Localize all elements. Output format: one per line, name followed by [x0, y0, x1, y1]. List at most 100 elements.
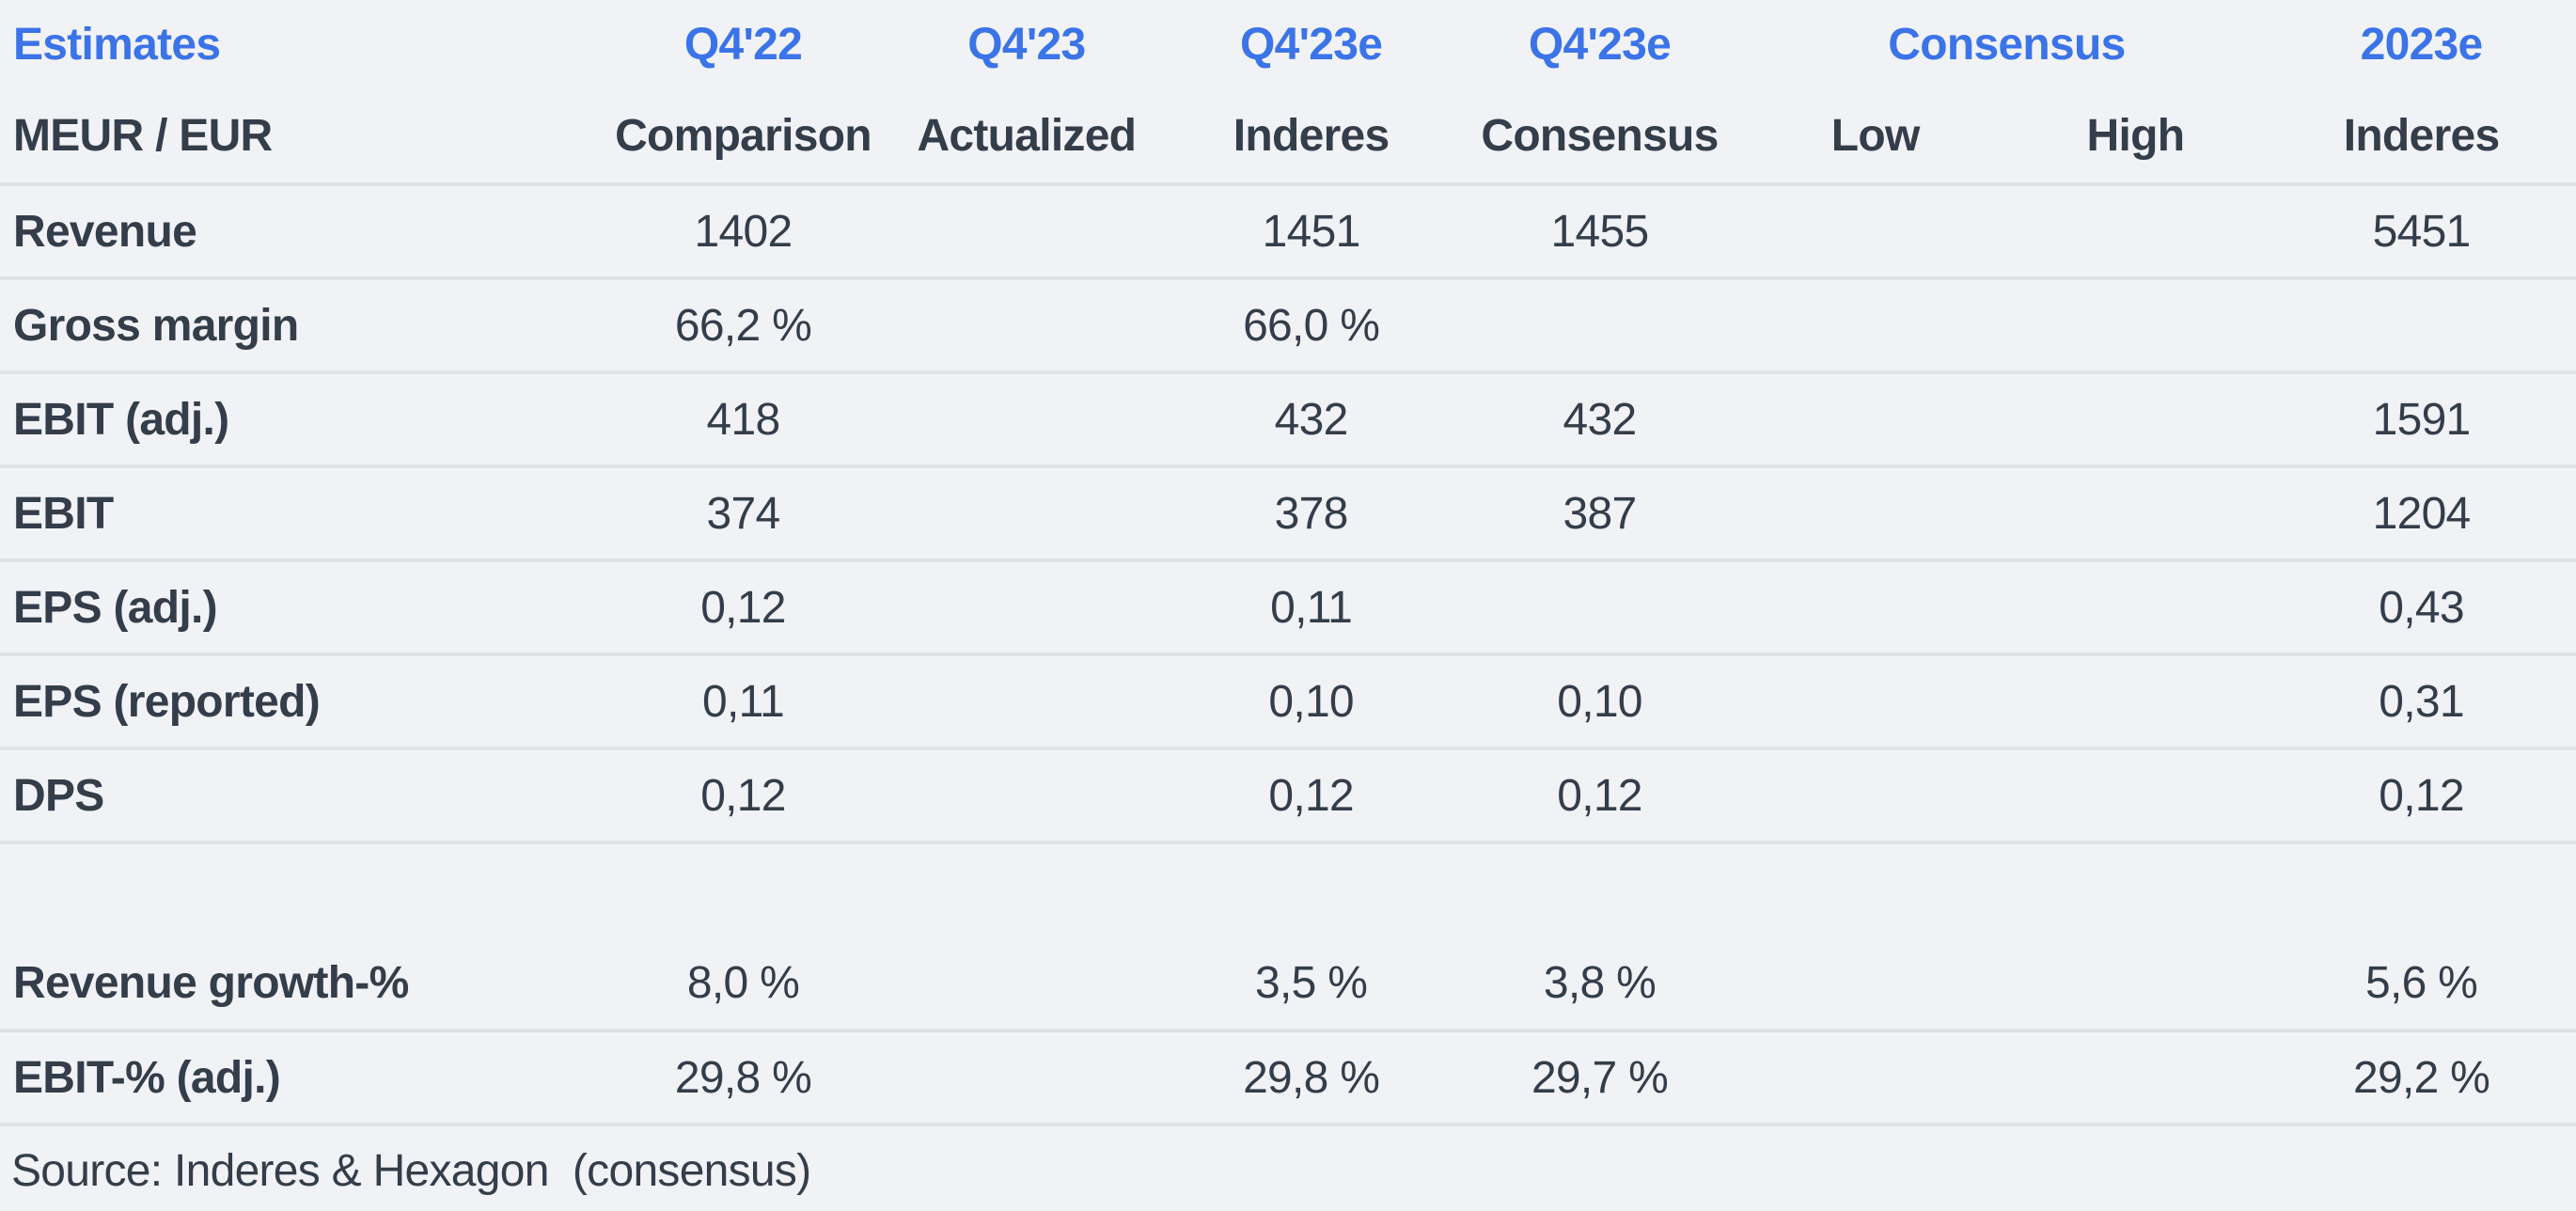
metric-value: 387: [1453, 466, 1747, 562]
metric-value: 432: [1453, 372, 1747, 468]
metric-value: [2003, 372, 2268, 468]
metric-value: 1455: [1453, 184, 1747, 280]
metric-label: EPS (adj.): [0, 560, 604, 656]
spacer-row: [0, 842, 2576, 936]
metric-value: 0,12: [1453, 748, 1747, 844]
table-row-revenue: Revenue 1402 1451 1455 5451: [0, 184, 2576, 280]
metric-value: [883, 372, 1170, 468]
metric-value: 8,0 %: [603, 936, 884, 1032]
metric-value: 1402: [603, 184, 884, 280]
metric-value: [2003, 1030, 2268, 1126]
header-consensus: Consensus: [1453, 89, 1747, 186]
metric-value: [883, 654, 1170, 750]
metric-label: Revenue: [0, 184, 604, 280]
metric-value: [1746, 560, 2004, 656]
table-row-eps-reported: EPS (reported) 0,11 0,10 0,10 0,31: [0, 654, 2576, 750]
metric-label: EBIT (adj.): [0, 372, 604, 468]
metric-value: 0,12: [1169, 748, 1453, 844]
metric-value: 1591: [2267, 372, 2576, 468]
metric-value: [2003, 278, 2268, 374]
header-high: High: [2003, 89, 2268, 186]
metric-value: [883, 278, 1170, 374]
header-q4-23: Q4'23: [967, 20, 1086, 70]
metric-value: 29,8 %: [603, 1030, 884, 1126]
metric-value: [1746, 1030, 2004, 1126]
metric-value: [883, 1030, 1170, 1126]
header-estimates: Estimates: [13, 20, 221, 70]
header-inderes-2023: Inderes: [2267, 89, 2576, 186]
metric-label: DPS: [0, 748, 604, 844]
metric-value: [1746, 278, 2004, 374]
header-2023e: 2023e: [2360, 20, 2484, 70]
metric-value: 0,12: [2267, 748, 2576, 844]
header-inderes: Inderes: [1169, 89, 1453, 186]
metric-value: [2003, 466, 2268, 562]
table-row-ebit: EBIT 374 378 387 1204: [0, 466, 2576, 562]
metric-value: [2003, 184, 2268, 280]
metric-label: Revenue growth-%: [0, 936, 604, 1032]
header-comparison: Comparison: [603, 89, 884, 186]
table-header-row-labels: MEUR / EUR Comparison Actualized Inderes…: [0, 89, 2576, 186]
metric-label: EPS (reported): [0, 654, 604, 750]
table-row-ebit-margin-adj: EBIT-% (adj.) 29,8 % 29,8 % 29,7 % 29,2 …: [0, 1030, 2576, 1126]
metric-value: 0,12: [603, 748, 884, 844]
metric-value: 418: [603, 372, 884, 468]
metric-value: [1453, 278, 1747, 374]
metric-value: 0,11: [1169, 560, 1453, 656]
metric-label: Gross margin: [0, 278, 604, 374]
metric-value: [2003, 654, 2268, 750]
header-actualized: Actualized: [883, 89, 1170, 186]
header-q4-23e-inderes: Q4'23e: [1240, 20, 1383, 70]
metric-value: 0,31: [2267, 654, 2576, 750]
metric-value: 374: [603, 466, 884, 562]
metric-value: 66,2 %: [603, 278, 884, 374]
metric-value: [2003, 560, 2268, 656]
metric-value: 432: [1169, 372, 1453, 468]
metric-value: [883, 936, 1170, 1032]
source-note: Source: Inderes & Hexagon (consensus): [11, 1145, 811, 1196]
metric-value: [1746, 654, 2004, 750]
metric-value: 0,10: [1453, 654, 1747, 750]
metric-value: 1204: [2267, 466, 2576, 562]
metric-value: 29,8 %: [1169, 1030, 1453, 1126]
metric-value: 0,43: [2267, 560, 2576, 656]
metric-value: 5451: [2267, 184, 2576, 280]
metric-value: [883, 560, 1170, 656]
metric-value: [2003, 936, 2268, 1032]
metric-value: 5,6 %: [2267, 936, 2576, 1032]
metric-value: [2003, 748, 2268, 844]
metric-value: 3,5 %: [1169, 936, 1453, 1032]
metric-value: [1746, 184, 2004, 280]
metric-value: [883, 748, 1170, 844]
header-consensus-span: Consensus: [1888, 20, 2126, 70]
metric-value: 29,2 %: [2267, 1030, 2576, 1126]
metric-value: 1451: [1169, 184, 1453, 280]
header-q4-23e-consensus: Q4'23e: [1528, 20, 1672, 70]
header-unit: MEUR / EUR: [0, 89, 604, 186]
metric-label: EBIT: [0, 466, 604, 562]
table-row-eps-adj: EPS (adj.) 0,12 0,11 0,43: [0, 560, 2576, 656]
metric-value: 0,12: [603, 560, 884, 656]
metric-value: [1453, 560, 1747, 656]
metric-value: 29,7 %: [1453, 1030, 1747, 1126]
metric-value: [1746, 936, 2004, 1032]
metric-value: 66,0 %: [1169, 278, 1453, 374]
metric-value: 0,11: [603, 654, 884, 750]
table-row-gross-margin: Gross margin 66,2 % 66,0 %: [0, 278, 2576, 374]
metric-value: [883, 184, 1170, 280]
metric-value: [883, 466, 1170, 562]
table-row-revenue-growth: Revenue growth-% 8,0 % 3,5 % 3,8 % 5,6 %: [0, 936, 2576, 1032]
metric-value: [1746, 372, 2004, 468]
metric-value: 3,8 %: [1453, 936, 1747, 1032]
metric-value: [2267, 278, 2576, 374]
metric-value: [1746, 466, 2004, 562]
header-q4-22: Q4'22: [683, 20, 803, 70]
metric-label: EBIT-% (adj.): [0, 1030, 604, 1126]
metric-value: 0,10: [1169, 654, 1453, 750]
metric-value: 378: [1169, 466, 1453, 562]
table-row-ebit-adj: EBIT (adj.) 418 432 432 1591: [0, 372, 2576, 468]
metric-value: [1746, 748, 2004, 844]
table-row-dps: DPS 0,12 0,12 0,12 0,12: [0, 748, 2576, 844]
